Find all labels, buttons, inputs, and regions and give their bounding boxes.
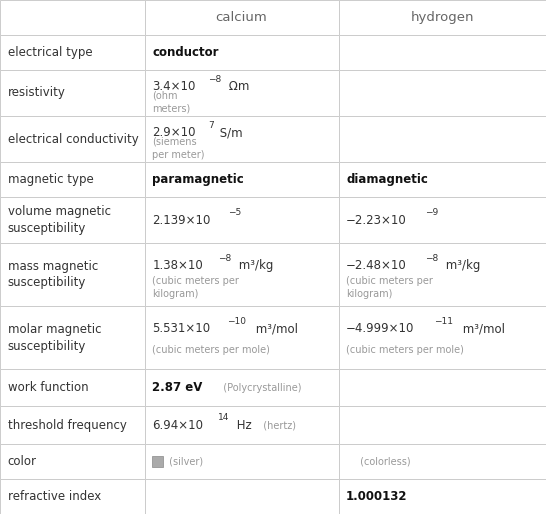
Text: hydrogen: hydrogen (411, 11, 474, 24)
Bar (339, 197, 546, 243)
Bar (145, 243, 339, 306)
Bar (0, 35, 145, 70)
Text: (cubic meters per
kilogram): (cubic meters per kilogram) (152, 276, 239, 299)
Text: 1.000132: 1.000132 (346, 490, 408, 503)
Bar (0, 306, 145, 370)
Text: conductor: conductor (152, 46, 219, 59)
Bar (339, 370, 546, 406)
Bar (339, 406, 546, 444)
Bar (0, 444, 145, 479)
Text: (ohm
meters): (ohm meters) (152, 91, 191, 114)
Text: paramagnetic: paramagnetic (152, 173, 244, 186)
Text: m³/mol: m³/mol (459, 322, 505, 336)
Bar (0, 70, 145, 116)
Text: 6.94×10: 6.94×10 (152, 418, 203, 432)
Text: −8: −8 (209, 75, 222, 84)
Bar (0, 0, 145, 35)
Bar (145, 0, 339, 35)
Text: 3.4×10: 3.4×10 (152, 80, 195, 93)
Bar (339, 444, 546, 479)
Bar (145, 70, 339, 116)
Text: m³/mol: m³/mol (252, 322, 298, 336)
Text: resistivity: resistivity (8, 86, 66, 99)
Text: (siemens
per meter): (siemens per meter) (152, 137, 205, 160)
Text: (hertz): (hertz) (257, 420, 296, 430)
Text: S/m: S/m (216, 126, 242, 139)
Bar (145, 444, 339, 479)
Text: electrical type: electrical type (8, 46, 92, 59)
Bar (0, 197, 145, 243)
Bar (152, 456, 163, 467)
Bar (145, 479, 339, 514)
Bar (145, 306, 339, 370)
Bar (145, 116, 339, 162)
Text: (Polycrystalline): (Polycrystalline) (217, 382, 302, 393)
Text: color: color (8, 455, 37, 468)
Bar (0, 406, 145, 444)
Text: (cubic meters per
kilogram): (cubic meters per kilogram) (346, 276, 433, 299)
Bar (339, 306, 546, 370)
Text: m³/kg: m³/kg (235, 260, 274, 272)
Bar (0, 162, 145, 197)
Text: 2.9×10: 2.9×10 (152, 126, 196, 139)
Bar (145, 370, 339, 406)
Text: electrical conductivity: electrical conductivity (8, 133, 138, 145)
Bar (145, 162, 339, 197)
Bar (339, 116, 546, 162)
Bar (0, 243, 145, 306)
Text: −11: −11 (435, 317, 453, 326)
Text: −10: −10 (227, 317, 246, 326)
Text: work function: work function (8, 381, 88, 394)
Bar (145, 197, 339, 243)
Text: −4.999×10: −4.999×10 (346, 322, 414, 336)
Text: (silver): (silver) (166, 456, 203, 467)
Text: (colorless): (colorless) (357, 456, 411, 467)
Text: 7: 7 (209, 121, 214, 130)
Text: Hz: Hz (233, 418, 252, 432)
Text: diamagnetic: diamagnetic (346, 173, 428, 186)
Text: m³/kg: m³/kg (442, 260, 480, 272)
Text: magnetic type: magnetic type (8, 173, 93, 186)
Bar (339, 479, 546, 514)
Text: −2.23×10: −2.23×10 (346, 214, 407, 227)
Bar (0, 479, 145, 514)
Text: volume magnetic
susceptibility: volume magnetic susceptibility (8, 206, 111, 235)
Bar (145, 406, 339, 444)
Text: −8: −8 (218, 254, 231, 263)
Text: (cubic meters per mole): (cubic meters per mole) (346, 345, 464, 355)
Bar (339, 162, 546, 197)
Text: −8: −8 (425, 254, 438, 263)
Bar (339, 243, 546, 306)
Bar (339, 35, 546, 70)
Text: −5: −5 (228, 208, 241, 217)
Text: 14: 14 (218, 413, 229, 423)
Bar (0, 370, 145, 406)
Text: calcium: calcium (216, 11, 268, 24)
Text: 5.531×10: 5.531×10 (152, 322, 210, 336)
Text: molar magnetic
susceptibility: molar magnetic susceptibility (8, 323, 101, 353)
Text: threshold frequency: threshold frequency (8, 418, 127, 432)
Text: Ωm: Ωm (225, 80, 250, 93)
Bar (145, 35, 339, 70)
Bar (0, 116, 145, 162)
Text: 2.87 eV: 2.87 eV (152, 381, 203, 394)
Bar (339, 0, 546, 35)
Text: −2.48×10: −2.48×10 (346, 260, 407, 272)
Text: refractive index: refractive index (8, 490, 101, 503)
Text: −9: −9 (425, 208, 438, 217)
Text: mass magnetic
susceptibility: mass magnetic susceptibility (8, 260, 98, 289)
Text: 1.38×10: 1.38×10 (152, 260, 203, 272)
Bar (339, 70, 546, 116)
Text: 2.139×10: 2.139×10 (152, 214, 211, 227)
Text: (cubic meters per mole): (cubic meters per mole) (152, 345, 270, 355)
